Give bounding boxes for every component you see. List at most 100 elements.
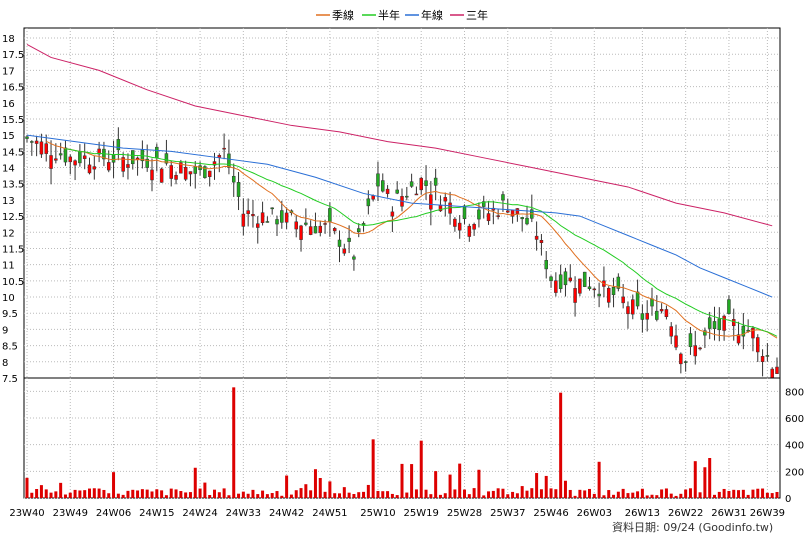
volume-bar [770, 493, 774, 498]
x-tick-label: 24W42 [269, 508, 304, 519]
volume-bar [294, 490, 298, 498]
candle-body [698, 347, 702, 350]
volume-bar [265, 494, 269, 498]
volume-bar [612, 494, 616, 498]
volume-bar [679, 493, 683, 498]
candle-body [462, 205, 467, 220]
price-tick-label: 10.5 [2, 277, 24, 288]
volume-bar [621, 488, 625, 498]
candle-body [284, 212, 289, 223]
volume-tick-label: 400 [785, 441, 804, 452]
candle-body [664, 309, 669, 317]
volume-bar [530, 488, 534, 498]
volume-bar [660, 489, 664, 498]
candle-body [54, 158, 58, 161]
volume-bar [328, 481, 332, 498]
candle-body [299, 225, 303, 240]
volume-bar [203, 482, 207, 498]
volume-bar [357, 492, 361, 498]
volume-bar [751, 489, 755, 498]
volume-bar [35, 489, 39, 498]
volume-bar [362, 491, 366, 498]
candle-body [727, 299, 731, 314]
volume-bar [342, 487, 346, 498]
candle-body [746, 329, 750, 332]
volume-tick-label: 800 [785, 387, 804, 398]
price-tick-label: 13.5 [2, 180, 24, 191]
candle-body [587, 286, 592, 289]
candle-body [645, 313, 649, 320]
candle-body [169, 165, 173, 179]
volume-bar [592, 493, 596, 498]
volume-bar [482, 495, 486, 498]
candle-body [506, 210, 510, 213]
volume-bar [477, 469, 481, 498]
candle-body [150, 169, 154, 181]
candle-body [251, 214, 255, 217]
candle-body [486, 213, 491, 222]
price-grid [24, 28, 780, 379]
volume-bar [708, 458, 712, 498]
volume-bar [549, 488, 553, 498]
candle-body [332, 228, 337, 232]
volume-bar [155, 489, 159, 498]
volume-bar [395, 495, 399, 498]
volume-bar [275, 491, 279, 498]
volume-bar [121, 494, 125, 498]
price-tick-label: 18 [2, 34, 15, 45]
candle-body [145, 158, 149, 168]
candle-body [73, 160, 77, 166]
volume-bar [717, 491, 721, 498]
candle-body [539, 240, 544, 244]
volume-bar [352, 494, 356, 498]
x-tick-label: 26W03 [577, 508, 612, 519]
volume-bar [419, 440, 423, 498]
candle-body [236, 182, 241, 197]
volume-bar [304, 484, 308, 498]
candle-body [58, 153, 63, 156]
volume-bar [650, 494, 654, 498]
ma-season-line [46, 140, 778, 339]
price-tick-label: 15.5 [2, 115, 24, 126]
volume-bar [655, 495, 659, 498]
price-tick-label: 12 [2, 228, 15, 239]
volume-bar [698, 492, 702, 498]
candle-body [183, 167, 188, 180]
volume-bar [193, 467, 197, 498]
candle-body [265, 221, 270, 223]
volume-bar [636, 491, 640, 498]
volume-bar [150, 491, 154, 498]
candle-body [318, 225, 323, 233]
candle-body [741, 325, 746, 337]
volume-bar [386, 491, 390, 498]
volume-bar [333, 493, 337, 498]
candle-body [674, 335, 678, 348]
price-tick-label: 12.5 [2, 212, 24, 223]
volume-bar [544, 475, 548, 498]
candle-body [63, 147, 68, 163]
candle-body [659, 309, 664, 312]
volume-bar [30, 492, 34, 498]
volume-bar [674, 495, 678, 498]
candle-body [722, 315, 726, 331]
candle-body [347, 237, 351, 242]
volume-bar [765, 492, 769, 498]
volume-bar [645, 495, 649, 498]
candle-body [544, 260, 548, 270]
volume-bar [323, 491, 327, 498]
legend-item-year: 年線 [405, 8, 443, 22]
ma-three-year-line [26, 44, 773, 227]
candle-body [429, 194, 433, 210]
volume-bar [59, 482, 63, 498]
candle-body [453, 218, 457, 227]
volume-bar [285, 475, 289, 498]
candle-body [342, 248, 347, 254]
candle-body [260, 212, 265, 223]
candle-body [631, 299, 635, 315]
candle-body [736, 334, 741, 344]
candle-body [414, 193, 419, 196]
volume-bar [727, 490, 731, 498]
volume-bar [160, 490, 164, 498]
volume-bar [213, 489, 216, 498]
candle-body [395, 189, 399, 194]
